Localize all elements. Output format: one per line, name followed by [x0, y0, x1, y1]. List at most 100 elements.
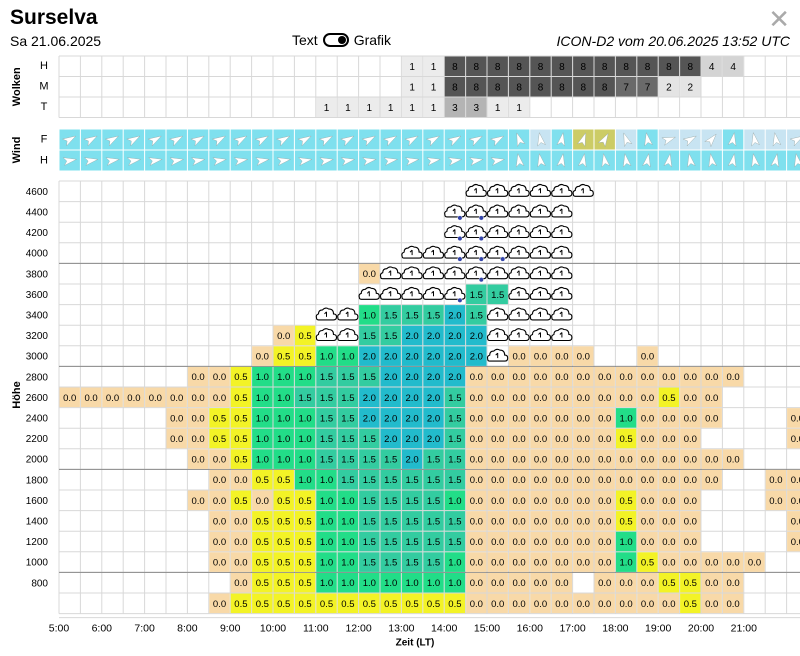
thermik-value: 0.0 [641, 496, 654, 507]
thermik-value: 0.0 [191, 496, 204, 507]
thermik-value: 0.0 [170, 393, 183, 404]
y-tick-label: 2000 [26, 455, 49, 466]
thermik-value: 2.0 [363, 393, 376, 404]
thermik-cell [423, 469, 444, 490]
cloud-icon [508, 266, 530, 280]
thermik-value: 0.0 [619, 578, 632, 589]
wind-arrow [61, 135, 77, 147]
thermik-cell [701, 469, 722, 490]
thermik-cell [444, 325, 466, 346]
thermik-value: 1.5 [363, 537, 376, 548]
toggle-graph-label[interactable]: Grafik [353, 32, 392, 48]
cloud-icon [551, 204, 573, 218]
cloud-value: 2 [688, 82, 694, 93]
thermik-cell [252, 366, 273, 387]
x-tick-label: 5:00 [49, 622, 70, 634]
thermik-value: 1.5 [470, 290, 483, 301]
thermik-value: 1.5 [341, 475, 354, 486]
thermik-value: 0.0 [641, 434, 654, 445]
thermik-value: 2.0 [405, 372, 418, 383]
thermik-value: 2.0 [427, 434, 440, 445]
thermik-cell [573, 408, 594, 428]
thermik-cell [487, 449, 508, 469]
wind-arrow [704, 133, 717, 148]
thermik-value: 0.0 [705, 599, 718, 610]
close-icon[interactable]: ✕ [768, 4, 790, 34]
y-tick-label: 3600 [26, 290, 49, 301]
thermik-cell [273, 469, 294, 490]
thermik-cell [59, 387, 80, 408]
thermik-cell [680, 387, 701, 408]
thermik-value: 2.0 [384, 352, 397, 363]
thermik-cell [316, 346, 337, 366]
cloud-icon [508, 225, 530, 239]
wind-arrow [105, 157, 121, 166]
wind-arrow [169, 157, 185, 166]
thermik-cell [380, 325, 401, 346]
thermik-value: 0.0 [491, 393, 504, 404]
cloud-cell [487, 56, 508, 76]
cloud-cell [680, 77, 701, 97]
thermik-cell [637, 572, 658, 593]
thermik-cell [423, 408, 444, 428]
thermik-cell [508, 366, 530, 387]
thermik-value: 0.5 [277, 599, 290, 610]
cloud-icon [444, 286, 466, 303]
thermik-value: 1.5 [320, 455, 333, 466]
y-tick-label: 4400 [26, 208, 49, 219]
thermik-cell [658, 408, 680, 428]
thermik-cell [680, 593, 701, 614]
cloud-cell [380, 97, 401, 117]
thermik-cell [316, 449, 337, 469]
wind-arrow [663, 152, 673, 168]
cloud-icon [422, 286, 445, 300]
thermik-value: 0.0 [662, 537, 675, 548]
thermik-cell [530, 408, 551, 428]
thermik-value: 0.0 [598, 475, 611, 486]
thermik-value: 0.0 [598, 537, 611, 548]
thermik-cell [423, 490, 444, 511]
view-toggle-switch[interactable] [322, 33, 349, 47]
thermik-value: 0.5 [234, 455, 247, 466]
cloud-icon [444, 204, 466, 221]
thermik-cell [359, 408, 380, 428]
cloud-value: 3 [474, 103, 480, 114]
thermik-value: 0.0 [491, 558, 504, 569]
x-tick-label: 14:00 [431, 622, 457, 634]
thermik-value: 0.0 [512, 537, 525, 548]
wind-arrow [770, 152, 780, 168]
thermik-value: 0.5 [619, 496, 632, 507]
thermik-cell [123, 387, 145, 408]
cloud-value: 1 [495, 103, 501, 114]
cloud-icon [572, 183, 594, 197]
thermik-cell [530, 366, 551, 387]
toggle-text-label[interactable]: Text [292, 32, 318, 48]
thermik-cell [787, 511, 800, 531]
wind-arrow [319, 157, 335, 166]
cloud-cell [466, 97, 487, 117]
thermik-value: 2.0 [427, 372, 440, 383]
thermik-cell [145, 387, 166, 408]
model-info: ICON-D2 vom 20.06.2025 13:52 UTC [556, 33, 790, 49]
thermik-value: 0.0 [491, 434, 504, 445]
thermik-cell [680, 552, 701, 572]
wind-arrow [404, 135, 419, 147]
thermik-cell [423, 531, 444, 552]
thermik-cell [573, 387, 594, 408]
thermik-cell [466, 572, 487, 593]
cloud-value: 8 [666, 62, 672, 73]
thermik-value: 1.5 [427, 558, 440, 569]
thermik-cell [573, 490, 594, 511]
cloud-value: 1 [409, 62, 415, 73]
thermik-value: 0.0 [512, 352, 525, 363]
thermik-value: 0.5 [277, 558, 290, 569]
cloud-icon [551, 245, 573, 259]
thermik-value: 2.0 [405, 455, 418, 466]
wind-arrow [425, 135, 441, 147]
thermik-cell [658, 593, 680, 614]
thermik-value: 0.5 [641, 558, 654, 569]
thermik-value: 0.0 [534, 413, 547, 424]
thermik-value: 0.0 [470, 455, 483, 466]
thermik-value: 0.0 [470, 516, 483, 527]
thermik-value: 0.0 [213, 475, 226, 486]
